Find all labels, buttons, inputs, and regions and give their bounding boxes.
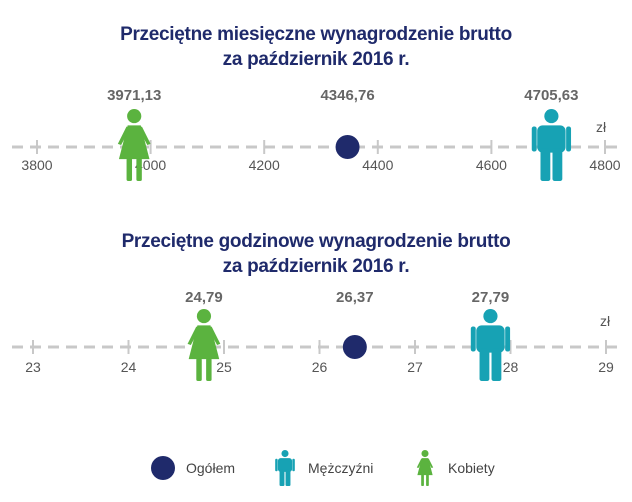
tick-label: 4800: [589, 157, 620, 173]
chart-title-monthly-line2: za październik 2016 r.: [222, 49, 410, 70]
tick-label: 4200: [249, 157, 280, 173]
value-label-circle: 26,37: [336, 289, 374, 306]
unit-label: zł: [600, 313, 611, 329]
value-label-circle: 4346,76: [320, 87, 374, 104]
tick-label: 23: [25, 359, 41, 375]
chart-1: 3800 4000 4200 4400 4600 4800 zł 3971,13 4346,76…: [12, 87, 622, 181]
tick-label: 25: [216, 359, 232, 375]
point-kobiety: [117, 109, 151, 181]
legend-label-kobiety: Kobiety: [448, 460, 495, 476]
tick-label: 24: [121, 359, 137, 375]
legend-item-ogolem: Ogółem: [150, 448, 235, 488]
tick-label: 26: [312, 359, 328, 375]
tick-label: 4400: [362, 157, 393, 173]
tick-label: 28: [503, 359, 519, 375]
legend-item-mezczyzni: Mężczyźni: [272, 448, 373, 488]
point-mezczyzni: [531, 109, 572, 181]
point-kobiety: [187, 309, 221, 381]
chart-title-monthly: Przeciętne miesięczne wynagrodzenie brut…: [0, 22, 632, 72]
chart-title-hourly-line1: Przeciętne godzinowe wynagrodzenie brutt…: [121, 231, 511, 252]
legend-male-shape: [275, 450, 295, 486]
legend-label-ogolem: Ogółem: [186, 460, 236, 476]
value-label-male: 4705,63: [524, 87, 578, 104]
point-ogolem: [335, 135, 360, 159]
legend: Ogółem Mężczyźni Kobiety: [0, 448, 632, 488]
value-label-male: 27,79: [472, 289, 510, 306]
legend-label-mezczyzni: Mężczyźni: [308, 460, 374, 476]
circle-icon: [151, 456, 175, 480]
chart-2: 23 24 25 26 27 28 29 zł 24,79 26,37 27,79: [12, 289, 622, 381]
point-ogolem: [342, 335, 367, 359]
legend-female-shape: [416, 450, 434, 486]
tick-label: 4000: [135, 157, 166, 173]
chart-canvas: 3800 4000 4200 4400 4600 4800 zł 3971,13 4346,76…: [12, 87, 622, 381]
chart-title-hourly-line2: za październik 2016 r.: [222, 256, 410, 277]
tick-label: 4600: [476, 157, 507, 173]
legend-item-kobiety: Kobiety: [412, 448, 495, 488]
female-figure-icon: [416, 450, 434, 486]
value-label-female: 3971,13: [107, 87, 161, 104]
chart-title-monthly-line1: Przeciętne miesięczne wynagrodzenie brut…: [120, 24, 512, 45]
value-label-female: 24,79: [185, 289, 223, 306]
point-mezczyzni: [470, 309, 511, 381]
unit-label: zł: [596, 119, 607, 135]
chart-title-hourly: Przeciętne godzinowe wynagrodzenie brutt…: [0, 229, 632, 279]
male-figure-icon: [275, 450, 295, 486]
tick-label: 27: [407, 359, 423, 375]
tick-label: 3800: [21, 157, 52, 173]
tick-label: 29: [598, 359, 614, 375]
